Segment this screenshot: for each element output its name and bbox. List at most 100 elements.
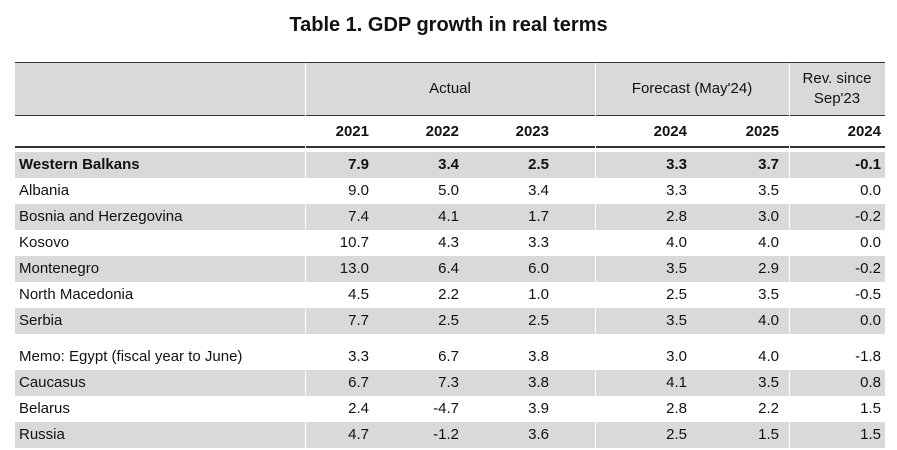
cell-value: 5.0 [438,182,459,199]
cell-value: 1.5 [860,400,881,417]
table-title: Table 1. GDP growth in real terms [289,14,608,36]
cell-value: 2.8 [666,208,687,225]
cell-value: 3.5 [666,260,687,277]
row-label: Caucasus [19,374,86,391]
cell-value: 3.7 [758,156,779,173]
cell-value: 2.8 [666,400,687,417]
cell-value: 3.4 [438,156,459,173]
cell-value: -0.2 [855,208,881,225]
cell-value: 3.8 [528,374,549,391]
row-label: Memo: Egypt (fiscal year to June) [19,348,243,365]
cell-value: 3.3 [666,156,687,173]
cell-value: 6.4 [438,260,459,277]
cell-value: -0.1 [855,156,881,173]
table-row: North Macedonia 4.5 2.2 1.0 2.5 3.5 -0.5 [15,282,885,308]
header-group-row: Actual Forecast (May'24) Rev. since Sep'… [15,62,885,115]
year-2024-revision: 2024 [847,122,881,140]
table-body-group2: Memo: Egypt (fiscal year to June) 3.3 6.… [15,344,885,448]
cell-value: -0.2 [855,260,881,277]
row-label: North Macedonia [19,286,134,303]
header-revision-line1: Rev. since [802,70,872,87]
cell-value: 1.5 [860,426,881,443]
cell-value: 3.5 [758,182,779,199]
table-row: Serbia 7.7 2.5 2.5 3.5 4.0 0.0 [15,308,885,334]
row-label: Western Balkans [19,156,140,173]
header-forecast: Forecast (May'24) [631,80,753,97]
cell-value: 4.0 [758,312,779,329]
cell-value: 4.0 [758,234,779,251]
cell-value: 2.9 [758,260,779,277]
row-label: Kosovo [19,234,70,251]
cell-value: 3.3 [348,348,369,365]
cell-value: 1.0 [528,286,549,303]
column-separator [305,115,306,448]
row-label: Belarus [19,400,70,417]
cell-value: 3.5 [758,286,779,303]
cell-value: 3.8 [528,348,549,365]
cell-value: 2.5 [528,156,549,173]
cell-value: 3.3 [666,182,687,199]
cell-value: 6.7 [348,374,369,391]
cell-value: 4.1 [666,374,687,391]
cell-value: 3.0 [758,208,779,225]
cell-value: 4.5 [348,286,369,303]
cell-value: 6.7 [438,348,459,365]
cell-value: 1.5 [758,426,779,443]
row-label: Montenegro [19,260,100,277]
row-label: Bosnia and Herzegovina [19,208,183,225]
cell-value: 4.3 [438,234,459,251]
cell-value: 4.1 [438,208,459,225]
cell-value: 3.6 [528,426,549,443]
cell-value: 7.9 [348,156,369,173]
cell-value: 1.7 [528,208,549,225]
row-label: Albania [19,182,70,199]
table-row: Bosnia and Herzegovina 7.4 4.1 1.7 2.8 3… [15,204,885,230]
table-row: Albania 9.0 5.0 3.4 3.3 3.5 0.0 [15,178,885,204]
header-divider [15,146,885,148]
cell-value: 3.0 [666,348,687,365]
cell-value: 3.9 [528,400,549,417]
row-label: Russia [19,426,65,443]
table-row: Russia 4.7 -1.2 3.6 2.5 1.5 1.5 [15,422,885,448]
cell-value: 2.2 [438,286,459,303]
table-row: Caucasus 6.7 7.3 3.8 4.1 3.5 0.8 [15,370,885,396]
year-2022: 2022 [425,122,459,140]
table-row: Belarus 2.4 -4.7 3.9 2.8 2.2 1.5 [15,396,885,422]
cell-value: 0.0 [860,312,881,329]
year-2025-forecast: 2025 [745,122,779,140]
year-2023: 2023 [515,122,549,140]
header-year-row: 2021 2022 2023 2024 2025 2024 [15,115,885,146]
cell-value: 10.7 [339,234,369,251]
cell-value: 2.4 [348,400,369,417]
cell-value: 4.0 [758,348,779,365]
cell-value: 2.2 [758,400,779,417]
cell-value: 7.4 [348,208,369,225]
column-separator [595,115,596,448]
cell-value: 2.5 [666,426,687,443]
table-body-group1: Western Balkans 7.9 3.4 2.5 3.3 3.7 -0.1… [15,152,885,334]
cell-value: 3.5 [758,374,779,391]
cell-value: 0.0 [860,182,881,199]
cell-value: -1.2 [433,426,459,443]
cell-value: 2.5 [528,312,549,329]
cell-value: 0.0 [860,234,881,251]
table-row: Montenegro 13.0 6.4 6.0 3.5 2.9 -0.2 [15,256,885,282]
gdp-table: Actual Forecast (May'24) Rev. since Sep'… [15,62,885,448]
header-actual: Actual [429,80,471,97]
cell-value: 9.0 [348,182,369,199]
table-row: Memo: Egypt (fiscal year to June) 3.3 6.… [15,344,885,370]
header-revision-line2: Sep'23 [813,90,861,107]
cell-value: 7.3 [438,374,459,391]
cell-value: 0.8 [860,374,881,391]
cell-value: 6.0 [528,260,549,277]
year-2021: 2021 [335,122,369,140]
header-revision: Rev. since Sep'23 [789,63,885,115]
cell-value: -0.5 [855,286,881,303]
cell-value: 7.7 [348,312,369,329]
table-row: Western Balkans 7.9 3.4 2.5 3.3 3.7 -0.1 [15,152,885,178]
table-row: Kosovo 10.7 4.3 3.3 4.0 4.0 0.0 [15,230,885,256]
row-label: Serbia [19,312,63,329]
cell-value: 13.0 [339,260,369,277]
cell-value: 3.3 [528,234,549,251]
cell-value: -4.7 [433,400,459,417]
